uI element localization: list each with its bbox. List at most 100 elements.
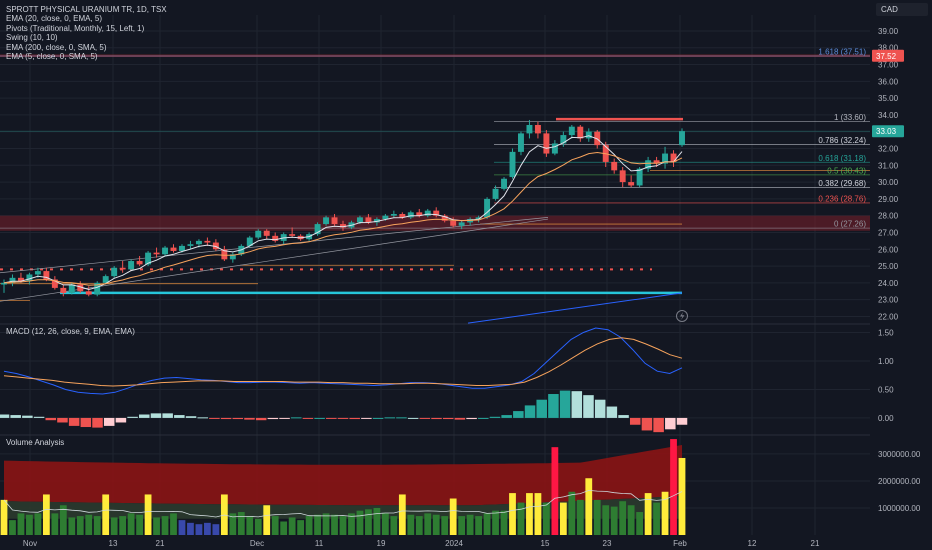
volume-bar bbox=[475, 516, 482, 535]
time-tick-label: 15 bbox=[541, 539, 550, 548]
volume-bar bbox=[26, 514, 33, 535]
volume-bar bbox=[314, 514, 321, 535]
macd-histogram-bar bbox=[337, 417, 349, 419]
price-tick-label: 36.00 bbox=[878, 77, 899, 86]
candle-body bbox=[653, 160, 660, 164]
volume-bar bbox=[483, 513, 491, 535]
volume-bar bbox=[415, 516, 423, 535]
price-pane[interactable]: 1.618 (37.51) 1 (33.60) 0.786 (32.24) 0.618… bbox=[0, 47, 870, 324]
fib-label: 0.618 (31.18) bbox=[818, 154, 866, 163]
candle-body bbox=[34, 271, 41, 275]
candle-body bbox=[187, 244, 194, 246]
volume-bar bbox=[585, 478, 593, 535]
indicator-ema20-label: EMA (20, close, 0, EMA, 5) bbox=[6, 14, 102, 23]
macd-pane[interactable] bbox=[0, 327, 688, 433]
candle-body bbox=[568, 126, 575, 136]
macd-histogram-bar bbox=[431, 417, 442, 420]
price-tick-label: 37.00 bbox=[878, 61, 899, 70]
volume-bar bbox=[432, 514, 440, 535]
macd-histogram-bar bbox=[232, 417, 244, 420]
volume-bar bbox=[212, 524, 220, 535]
volume-average-line bbox=[3, 489, 683, 518]
volume-bar bbox=[34, 513, 42, 535]
macd-histogram-bar bbox=[92, 417, 103, 428]
candle-body bbox=[416, 212, 423, 216]
time-axis[interactable]: Nov 13 21 Dec 11 19 2024 15 23 Feb 12 21 bbox=[23, 539, 820, 548]
volume-bar bbox=[280, 521, 288, 535]
volume-bar bbox=[627, 505, 635, 535]
candle-body bbox=[373, 219, 380, 223]
candle-body bbox=[518, 133, 524, 152]
macd-histogram-bar bbox=[162, 413, 173, 418]
candle-body bbox=[94, 282, 101, 295]
volume-bar bbox=[136, 514, 143, 535]
indicator-swing-label: Swing (10, 10) bbox=[6, 33, 58, 42]
candle-body bbox=[526, 124, 533, 134]
lightning-icon[interactable] bbox=[676, 310, 688, 322]
candle-body bbox=[119, 267, 126, 270]
time-tick-label: 21 bbox=[811, 539, 820, 548]
volume-bar bbox=[610, 506, 618, 535]
volume-bar bbox=[678, 457, 686, 535]
volume-bar bbox=[254, 518, 262, 535]
volume-bar bbox=[661, 491, 669, 535]
macd-histogram-bar bbox=[548, 394, 559, 418]
volume-bar bbox=[534, 493, 542, 535]
candle-body bbox=[204, 240, 211, 243]
price-tick-label: 38.00 bbox=[878, 44, 899, 53]
macd-histogram-bar bbox=[314, 417, 325, 419]
candle-body bbox=[145, 252, 152, 265]
macd-histogram-bar bbox=[302, 417, 314, 419]
volume-bar bbox=[59, 505, 67, 535]
volume-bar bbox=[110, 517, 118, 535]
volume-bar bbox=[0, 499, 8, 535]
candle-body bbox=[424, 210, 431, 216]
symbol-title: SPROTT PHYSICAL URANIUM TR, 1D, TSX bbox=[6, 5, 167, 14]
fibonacci-labels: 1.618 (37.51) 1 (33.60) 0.786 (32.24) 0.618… bbox=[818, 47, 866, 228]
macd-histogram-bar bbox=[279, 417, 290, 419]
price-tick-label: 35.00 bbox=[878, 94, 899, 103]
fib-label: 1 (33.60) bbox=[834, 113, 866, 122]
macd-histogram-bar bbox=[267, 417, 279, 420]
volume-bar bbox=[153, 517, 160, 535]
volume-bar bbox=[127, 513, 135, 535]
indicator-ema5-label: EMA (5, close, 0, SMA, 5) bbox=[6, 52, 98, 61]
price-tick-label: 24.00 bbox=[878, 279, 899, 288]
macd-histogram-bar bbox=[513, 411, 524, 418]
macd-histogram-bar bbox=[466, 417, 477, 420]
volume-bar bbox=[17, 513, 25, 535]
candle-body bbox=[212, 242, 219, 250]
macd-line bbox=[3, 327, 683, 395]
candle-body bbox=[662, 153, 669, 164]
macd-histogram-bar bbox=[489, 416, 501, 418]
volume-bar bbox=[619, 501, 627, 535]
currency-button[interactable] bbox=[876, 3, 928, 16]
candle-body bbox=[26, 274, 33, 282]
candle-body bbox=[85, 291, 92, 295]
swing-line-lower bbox=[0, 218, 549, 302]
candle-body bbox=[441, 215, 448, 221]
macd-histogram-bar bbox=[57, 417, 68, 423]
macd-histogram-bar bbox=[629, 417, 641, 425]
volume-bar bbox=[85, 514, 93, 535]
swing-line-upper bbox=[0, 217, 549, 274]
macd-histogram-bar bbox=[396, 417, 407, 419]
price-axis[interactable]: 22.00 23.00 24.00 25.00 26.00 27.00 28.00 29.00… bbox=[870, 0, 932, 550]
volume-pane[interactable] bbox=[0, 439, 686, 535]
volume-bar bbox=[441, 516, 449, 535]
time-tick-label: 13 bbox=[109, 539, 118, 548]
candle-body bbox=[679, 131, 685, 146]
fib-label: 0.382 (29.68) bbox=[818, 179, 866, 188]
macd-histogram-bar bbox=[442, 417, 454, 420]
candle-body bbox=[162, 247, 168, 255]
candle-body bbox=[255, 230, 262, 238]
ema-medium-line bbox=[3, 151, 683, 286]
macd-histogram-bar bbox=[606, 406, 618, 418]
candle-body bbox=[323, 217, 330, 225]
volume-bar bbox=[517, 502, 525, 535]
macd-title: MACD (12, 26, close, 9, EMA, EMA) bbox=[6, 327, 135, 336]
volume-bar bbox=[576, 499, 584, 535]
macd-histogram-bar bbox=[33, 416, 45, 418]
